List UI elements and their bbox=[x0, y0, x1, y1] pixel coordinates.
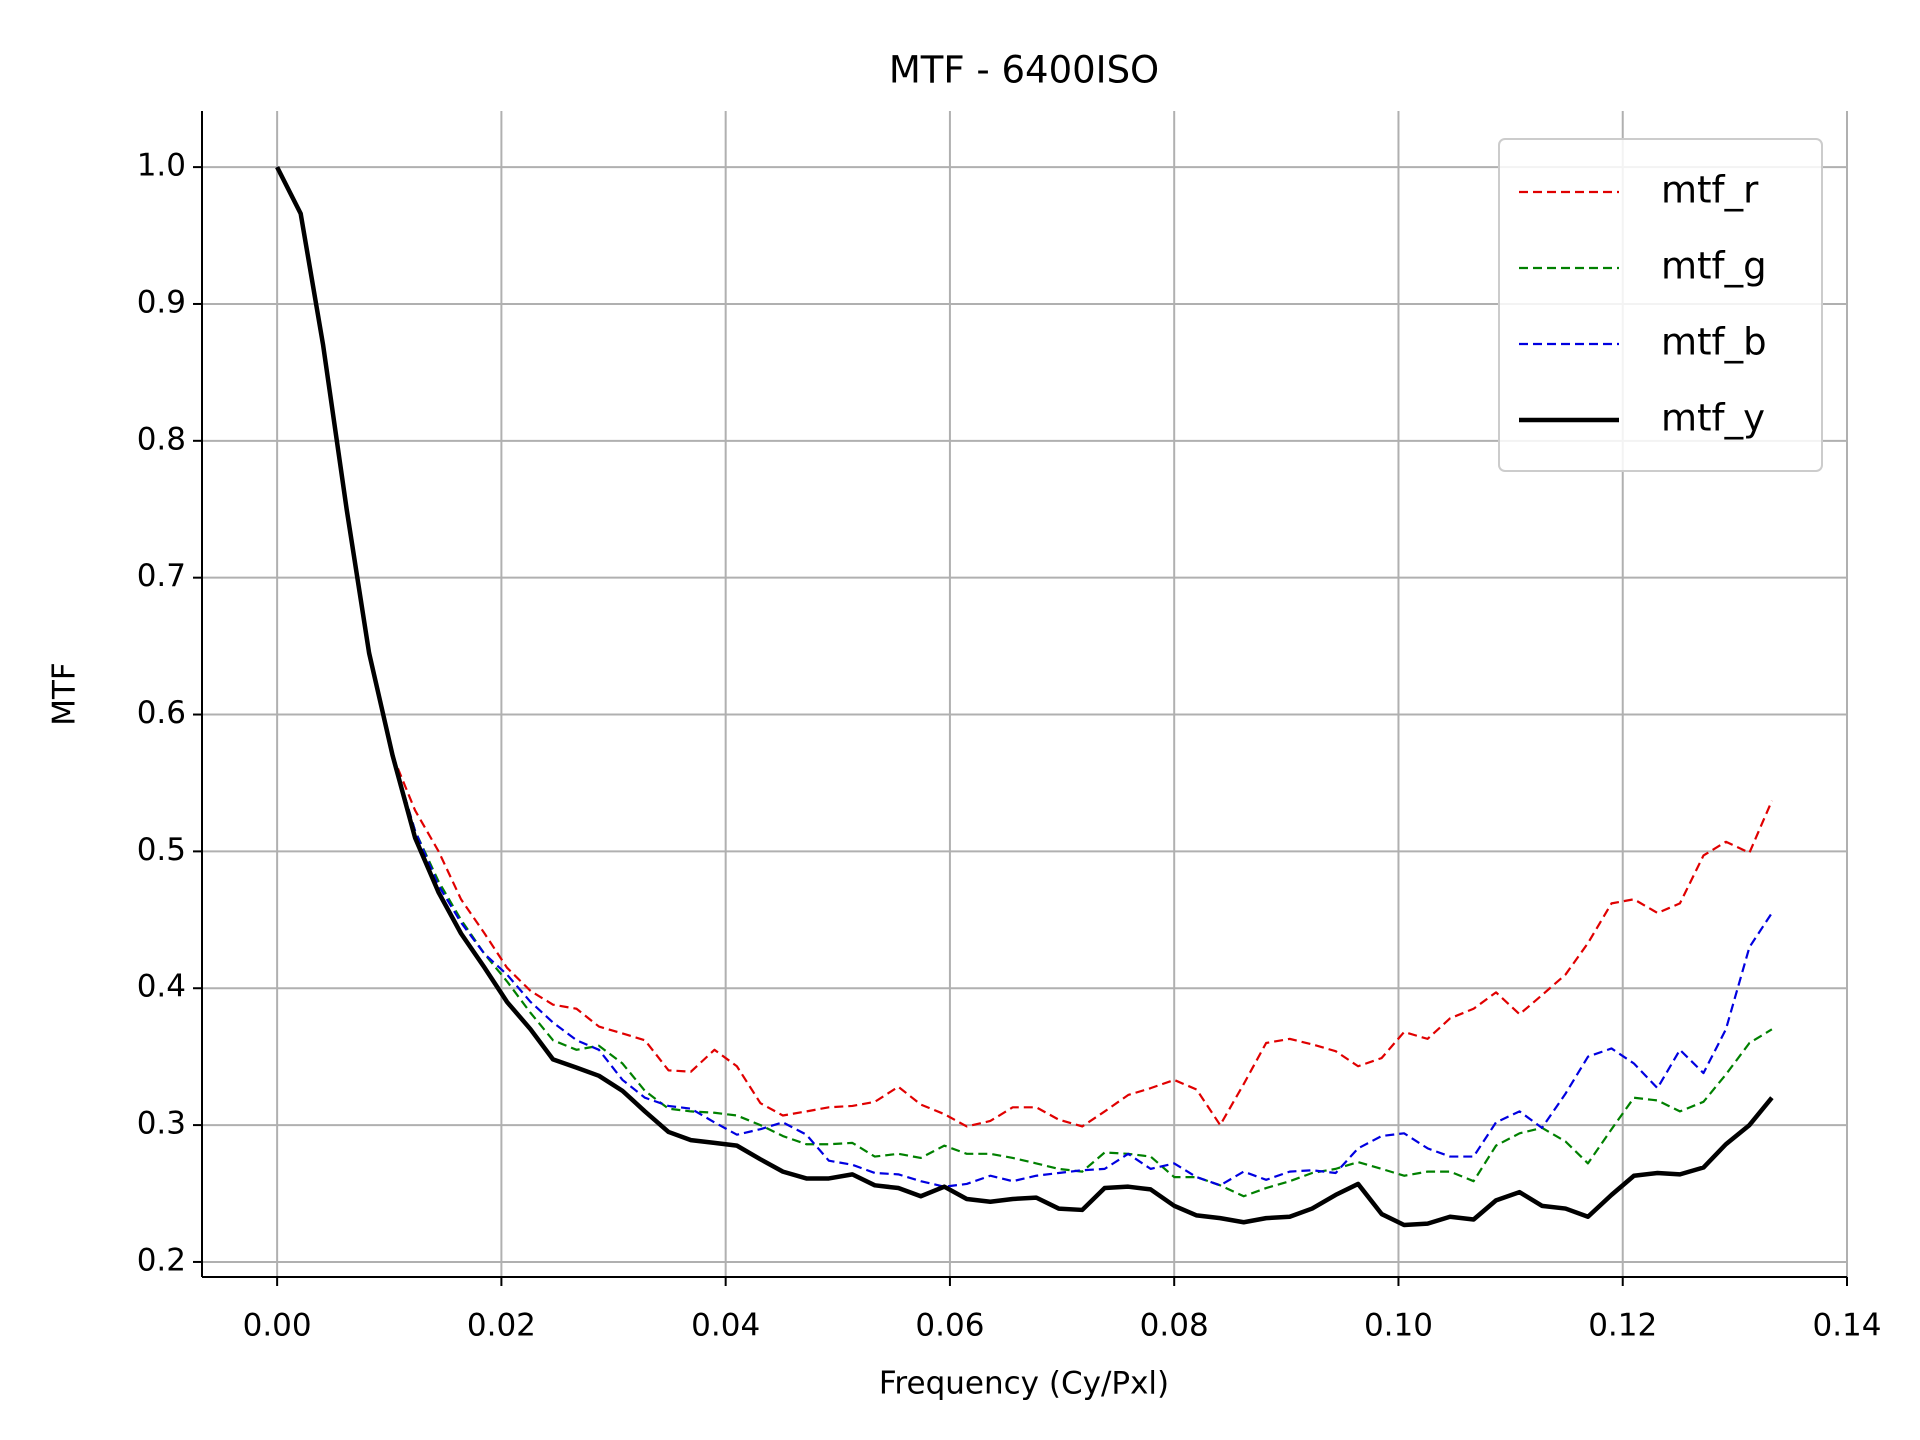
legend-box bbox=[1498, 138, 1823, 472]
x-axis-label: Frequency (Cy/Pxl) bbox=[879, 1366, 1169, 1402]
legend-label: mtf_b bbox=[1661, 321, 1767, 364]
y-tick-label: 0.4 bbox=[137, 969, 186, 1005]
x-tick-label: 0.00 bbox=[243, 1308, 312, 1344]
x-tick-label: 0.14 bbox=[1812, 1308, 1881, 1344]
legend-label: mtf_r bbox=[1661, 169, 1759, 212]
legend: mtf_r mtf_g mtf_b mtf_y bbox=[1498, 138, 1823, 472]
x-tick-label: 0.02 bbox=[467, 1308, 536, 1344]
x-tick-label: 0.04 bbox=[691, 1308, 760, 1344]
line-series bbox=[275, 166, 1774, 1228]
y-axis-label: MTF bbox=[47, 662, 83, 726]
line-series bbox=[276, 166, 1773, 1188]
x-tick-label: 0.06 bbox=[915, 1308, 984, 1344]
y-tick-label: 1.0 bbox=[137, 148, 186, 184]
chart-title: MTF - 6400ISO bbox=[889, 49, 1159, 92]
y-tick-label: 0.3 bbox=[137, 1106, 186, 1142]
x-tick-label: 0.08 bbox=[1140, 1308, 1209, 1344]
legend-label: mtf_y bbox=[1661, 397, 1765, 440]
y-tick-label: 0.9 bbox=[137, 284, 186, 320]
y-tick-label: 0.6 bbox=[137, 695, 186, 731]
legend-label: mtf_g bbox=[1661, 245, 1767, 288]
x-tick-label: 0.12 bbox=[1588, 1308, 1657, 1344]
y-tick-label: 0.7 bbox=[137, 558, 186, 594]
y-tick-label: 0.5 bbox=[137, 832, 186, 868]
y-tick-label: 0.2 bbox=[137, 1242, 186, 1278]
line-series bbox=[276, 166, 1773, 1128]
x-tick-label: 0.10 bbox=[1364, 1308, 1433, 1344]
line-series bbox=[276, 166, 1773, 1198]
y-tick-label: 0.8 bbox=[137, 421, 186, 457]
